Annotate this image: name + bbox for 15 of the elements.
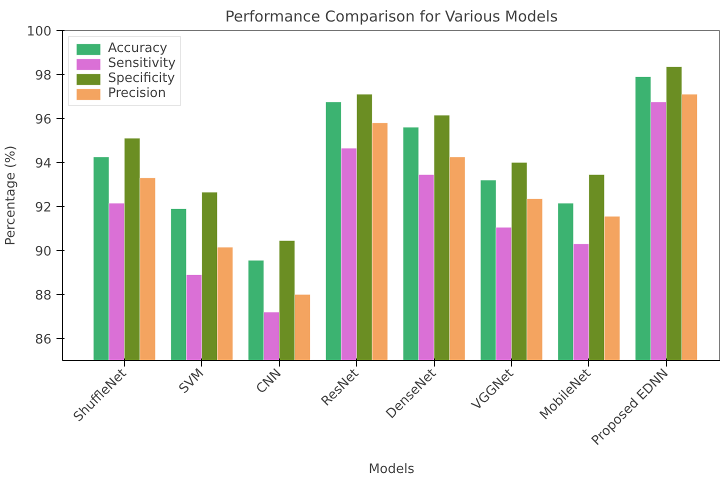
- legend-label: Specificity: [108, 71, 175, 86]
- y-tick-label: 92: [34, 200, 52, 216]
- y-tick-label: 90: [34, 244, 52, 260]
- y-tick-label: 96: [34, 112, 52, 128]
- y-tick-label: 100: [26, 24, 52, 40]
- legend-label: Precision: [108, 86, 166, 101]
- y-tick-label: 94: [34, 156, 52, 172]
- x-axis-title: Models: [368, 462, 415, 477]
- legend-label: Accuracy: [108, 41, 168, 56]
- y-tick-label: 86: [34, 332, 52, 348]
- y-axis-title: Percentage (%): [4, 146, 19, 246]
- y-tick-label: 88: [34, 288, 52, 304]
- y-tick-label: 98: [34, 68, 52, 84]
- legend-label: Sensitivity: [108, 56, 176, 71]
- chart-title: Performance Comparison for Various Models: [225, 8, 558, 26]
